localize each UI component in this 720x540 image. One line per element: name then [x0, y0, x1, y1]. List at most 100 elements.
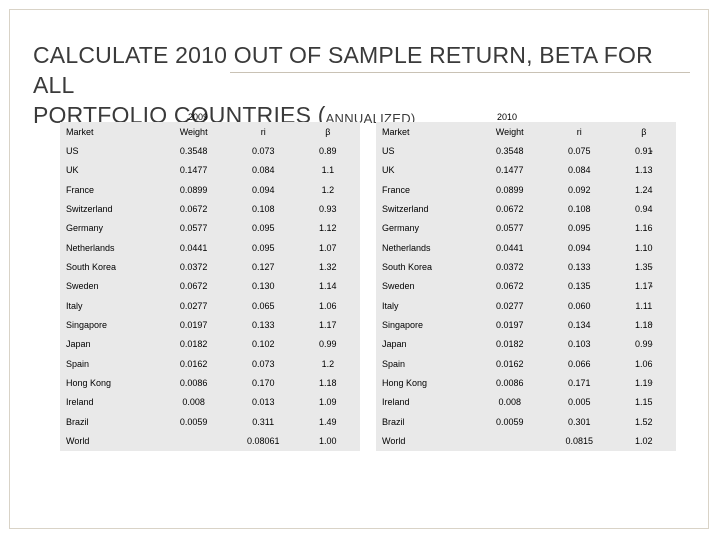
- cell-ri: 0.092: [567, 184, 591, 195]
- cell-weight: 0.0162: [179, 358, 208, 369]
- header-ri: ri: [260, 126, 266, 137]
- cell-beta: 1.09: [319, 397, 337, 408]
- cell-market: Ireland: [66, 397, 94, 408]
- cell-beta: 1.19: [635, 378, 653, 389]
- cell-market: Italy: [382, 300, 399, 311]
- cell-market: UK: [382, 165, 395, 176]
- table-row: Ireland 0.008 0.005 1.15: [376, 393, 676, 412]
- cell-market: Ireland: [382, 397, 410, 408]
- table-row: US 0.3548 0.073 0.89: [60, 141, 360, 160]
- cell-beta: 0.89: [319, 146, 337, 157]
- cell-weight: 0.0672: [495, 281, 524, 292]
- cell-beta: 1.12: [319, 223, 337, 234]
- cell-market: Switzerland: [66, 204, 113, 215]
- table-row: Brazil 0.0059 0.311 1.49: [60, 412, 360, 431]
- cell-market: UK: [66, 165, 79, 176]
- cell-ri: 0.060: [567, 300, 591, 311]
- table-row: Sweden 0.0672 0.135 1.17: [376, 277, 676, 296]
- table-row: Netherlands 0.0441 0.094 1.10: [376, 238, 676, 257]
- cell-ri: 0.133: [251, 320, 275, 331]
- cell-market: South Korea: [382, 262, 433, 273]
- cell-market: Singapore: [66, 320, 108, 331]
- table-row: UK 0.1477 0.084 1.13: [376, 161, 676, 180]
- cell-beta: 1.11: [635, 300, 653, 311]
- cell-weight: 0.0672: [179, 204, 208, 215]
- table-row: Switzerland 0.0672 0.108 0.94: [376, 199, 676, 218]
- cell-weight: 0.0577: [495, 223, 524, 234]
- cell-beta: 1.13: [635, 165, 653, 176]
- cell-ri: 0.134: [567, 320, 591, 331]
- cell-beta: 1.15: [635, 397, 653, 408]
- title-underline: [230, 72, 690, 73]
- cell-beta: 1.06: [319, 300, 337, 311]
- cell-weight: 0.0899: [495, 184, 524, 195]
- cell-weight: 0.0086: [179, 378, 208, 389]
- cell-weight: 0.0672: [495, 204, 524, 215]
- table-header-row: Market Weight ri β: [60, 122, 360, 141]
- table-row: France 0.0899 0.094 1.2: [60, 180, 360, 199]
- bullet-mark: •: [650, 378, 653, 387]
- cell-market: Hong Kong: [382, 378, 428, 389]
- cell-market: US: [382, 146, 395, 157]
- table-row: Ireland 0.008 0.013 1.09: [60, 393, 360, 412]
- table-row: Italy 0.0277 0.060 1.11: [376, 296, 676, 315]
- cell-beta: 1.14: [319, 281, 337, 292]
- cell-weight: 0.0277: [179, 300, 208, 311]
- cell-ri: 0.171: [567, 378, 591, 389]
- cell-ri: 0.013: [251, 397, 275, 408]
- cell-ri: 0.073: [251, 146, 275, 157]
- cell-beta: 1.17: [635, 281, 653, 292]
- cell-weight: 0.0277: [495, 300, 524, 311]
- cell-beta: 1.1: [321, 165, 335, 176]
- cell-ri: 0.005: [567, 397, 591, 408]
- cell-ri: 0.095: [251, 223, 275, 234]
- cell-market: Brazil: [66, 416, 89, 427]
- cell-beta: 1.24: [635, 184, 653, 195]
- cell-market: Spain: [66, 358, 90, 369]
- cell-beta: 1.17: [319, 320, 337, 331]
- table-row: Brazil 0.0059 0.301 1.52: [376, 412, 676, 431]
- cell-ri: 0.170: [251, 378, 275, 389]
- cell-market: France: [382, 184, 411, 195]
- cell-market: Italy: [66, 300, 83, 311]
- cell-weight: 0.0441: [495, 242, 524, 253]
- cell-market: Netherlands: [382, 242, 431, 253]
- cell-weight: 0.008: [182, 397, 205, 408]
- cell-market: US: [66, 146, 79, 157]
- cell-market: Sweden: [66, 281, 99, 292]
- cell-market: Hong Kong: [66, 378, 112, 389]
- cell-weight: 0.0372: [495, 262, 524, 273]
- bullet-mark: •: [650, 340, 653, 349]
- cell-weight: 0.1477: [495, 165, 524, 176]
- table-row: Japan 0.0182 0.103 0.99: [376, 335, 676, 354]
- cell-market: Spain: [382, 358, 406, 369]
- cell-weight: 0.3548: [495, 146, 524, 157]
- cell-ri: 0.130: [251, 281, 275, 292]
- table-row: Japan 0.0182 0.102 0.99: [60, 335, 360, 354]
- cell-ri: 0.095: [567, 223, 591, 234]
- cell-weight: 0.0672: [179, 281, 208, 292]
- table-row: Spain 0.0162 0.066 1.06: [376, 354, 676, 373]
- bullet-mark: •: [650, 147, 653, 156]
- cell-beta: 1.32: [319, 262, 337, 273]
- cell-weight: 0.0059: [179, 416, 208, 427]
- cell-market: Netherlands: [66, 242, 115, 253]
- cell-ri: 0.066: [567, 358, 591, 369]
- slide-title: CALCULATE 2010 OUT OF SAMPLE RETURN, BET…: [33, 40, 693, 134]
- cell-ri: 0.094: [251, 184, 275, 195]
- cell-market: Sweden: [382, 281, 415, 292]
- table-2009: Market Weight ri β US 0.3548 0.073 0.89 UK 0.…: [60, 122, 360, 451]
- cell-weight: 0.0441: [179, 242, 208, 253]
- cell-weight: 0.0162: [495, 358, 524, 369]
- cell-beta: 1.2: [321, 358, 335, 369]
- cell-weight: 0.0197: [495, 320, 524, 331]
- table-row: Spain 0.0162 0.073 1.2: [60, 354, 360, 373]
- cell-market: Brazil: [382, 416, 405, 427]
- cell-weight: 0.1477: [179, 165, 208, 176]
- cell-weight: 0.0182: [179, 339, 208, 350]
- cell-market: France: [66, 184, 95, 195]
- table-header-row: Market Weight ri β: [376, 122, 676, 141]
- cell-ri: 0.08061: [246, 436, 280, 447]
- cell-beta: 1.07: [319, 242, 337, 253]
- cell-ri: 0.0815: [565, 436, 594, 447]
